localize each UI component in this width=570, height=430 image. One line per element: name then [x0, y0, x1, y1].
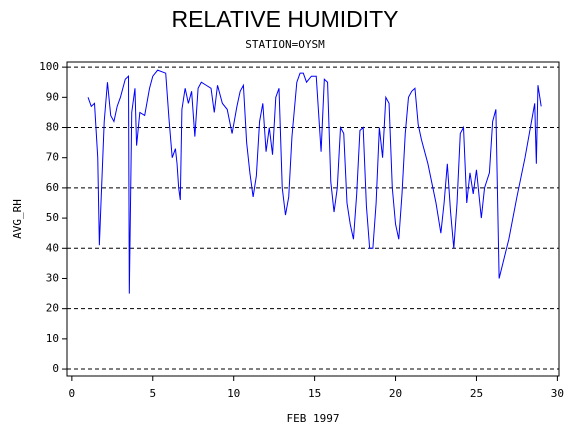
plot-frame — [66, 61, 560, 377]
y-tick-label: 20 — [46, 302, 59, 315]
x-tick-label: 0 — [69, 387, 76, 400]
chart-subtitle: STATION=OYSM — [245, 38, 325, 51]
x-tick-label: 10 — [227, 387, 240, 400]
y-tick-label: 30 — [46, 271, 59, 284]
data-line — [87, 69, 542, 294]
x-tick-label: 20 — [389, 387, 402, 400]
x-axis-label: FEB 1997 — [287, 412, 340, 425]
y-tick-label: 10 — [46, 332, 59, 345]
y-tick-label: 100 — [39, 60, 59, 73]
y-tick-label: 0 — [52, 362, 59, 375]
y-tick-label: 70 — [46, 151, 59, 164]
y-tick-label: 40 — [46, 241, 59, 254]
x-tick-label: 25 — [470, 387, 483, 400]
x-tick-label: 15 — [308, 387, 321, 400]
x-tick-label: 30 — [551, 387, 564, 400]
y-axis-label: AVG_RH — [11, 199, 24, 239]
y-tick-label: 50 — [46, 211, 59, 224]
chart-title: RELATIVE HUMIDITY — [171, 6, 398, 32]
y-tick-label: 60 — [46, 181, 59, 194]
x-tick-label: 5 — [149, 387, 156, 400]
y-tick-label: 90 — [46, 90, 59, 103]
y-tick-label: 80 — [46, 121, 59, 134]
